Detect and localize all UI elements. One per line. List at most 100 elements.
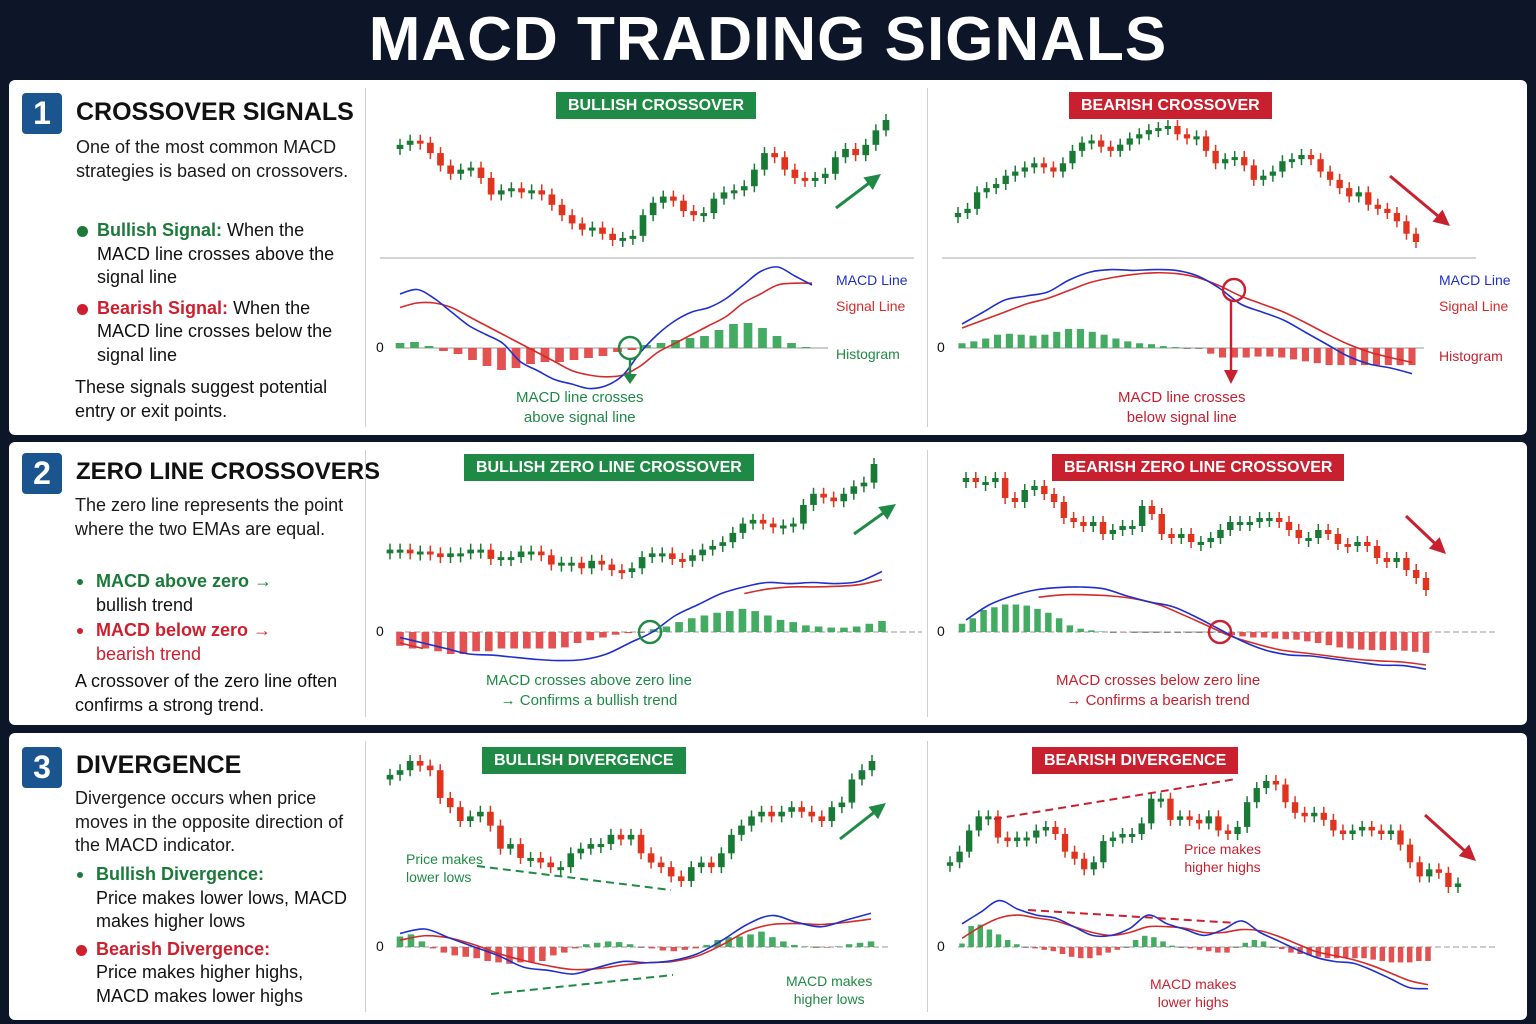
histogram-bars [396, 608, 886, 654]
green-dot-icon [77, 872, 83, 878]
chart-bullish-crossover: BULLISH CROSSOVER 0 MACD Line Signal Line Hi… [366, 80, 927, 435]
candlesticks [946, 775, 1462, 893]
signal-line [1038, 593, 1427, 666]
bullet-label: Bullish Divergence: [96, 864, 265, 884]
chart-caption: MACD crosses above zero line → Confirms a… [486, 671, 692, 710]
zero-axis-label: 0 [376, 623, 384, 639]
macd-note: MACD makes lower highs [1150, 976, 1236, 1011]
caption-line: MACD crosses above zero line [486, 672, 692, 689]
chart-title-badge: BEARISH CROSSOVER [1069, 92, 1272, 119]
note-line: lower highs [1157, 993, 1229, 1010]
histogram-bars [396, 931, 875, 964]
signal-line [399, 282, 813, 378]
macd-line [965, 586, 1427, 670]
chart-caption: MACD line crosses above signal line [516, 388, 644, 427]
bearish-bullet: Bearish Signal: When the MACD line cross… [76, 297, 361, 368]
trend-down-arrow-icon [1389, 174, 1444, 221]
page-title: MACD TRADING SIGNALS [368, 5, 1168, 74]
histogram-bars [959, 924, 1431, 963]
chart-title-badge: BULLISH ZERO LINE CROSSOVER [464, 454, 754, 481]
section-text: 1 CROSSOVER SIGNALS One of the most comm… [9, 80, 365, 435]
signal-line [744, 578, 883, 595]
macd-line [961, 268, 1413, 375]
zero-axis-label: 0 [937, 339, 945, 355]
divider [365, 88, 366, 427]
caption-line: MACD line crosses [1118, 389, 1246, 406]
section-description: One of the most common MACD strategies i… [76, 137, 349, 181]
chart-svg [386, 755, 890, 995]
chart-svg [942, 120, 1476, 384]
chart-svg [380, 114, 914, 390]
legend-macd-line: MACD Line [836, 272, 908, 288]
bullet-text: bearish trend [96, 643, 202, 664]
zero-cross-marker-icon [637, 619, 663, 645]
caption-line: MACD line crosses [516, 389, 644, 406]
bearish-bullet: Bearish Divergence: Price makes higher h… [75, 938, 360, 1009]
note-line: lower lows [406, 868, 472, 885]
histogram-bars [958, 329, 1416, 366]
caption-line: → Confirms a bullish trend [500, 691, 678, 709]
divider [927, 450, 928, 717]
section-footer: A crossover of the zero line often confi… [75, 671, 338, 715]
signal-line [961, 914, 1429, 986]
section-description: Divergence occurs when price moves in th… [75, 788, 344, 855]
section-number-badge: 1 [22, 93, 62, 134]
bullish-bullet: Bullish Divergence: Price makes lower lo… [75, 863, 360, 934]
legend-signal-line: Signal Line [836, 298, 906, 314]
note-line: higher highs [1184, 858, 1261, 875]
trend-down-arrow-icon [1404, 514, 1440, 549]
chart-svg [946, 775, 1496, 990]
green-dot-icon [77, 226, 88, 237]
chart-title-badge: BULLISH CROSSOVER [556, 92, 757, 119]
section-footer: These signals suggest potential entry or… [75, 377, 328, 421]
note-line: Price makes [406, 851, 484, 867]
caption-line: → Confirms a bearish trend [1066, 691, 1250, 709]
macd-line [399, 266, 813, 390]
divider [365, 741, 366, 1012]
trend-up-arrow-icon [839, 807, 880, 841]
caption-line: above signal line [523, 408, 636, 426]
legend-histogram: Histogram [836, 346, 900, 362]
trend-up-arrow-icon [853, 508, 889, 536]
macd-line [399, 912, 872, 975]
zero-axis-label: 0 [937, 938, 945, 954]
candlesticks [386, 458, 878, 580]
candlesticks [954, 120, 1420, 248]
bullet-label: MACD below zero → [96, 620, 272, 640]
zero-axis-label: 0 [376, 938, 384, 954]
signal-line [961, 271, 1413, 364]
bullet-text: bullish trend [96, 594, 194, 615]
chart-caption: MACD line crosses below signal line [1118, 388, 1246, 427]
chart-bearish-zero-line-crossover: BEARISH ZERO LINE CROSSOVER 0 MACD crosses… [928, 442, 1527, 725]
bullet-text: When the MACD line crosses above the sig… [97, 220, 335, 287]
candlesticks [396, 114, 890, 247]
bullet-text: Price makes higher highs, MACD makes low… [96, 962, 304, 1006]
macd-note: MACD makes higher lows [786, 973, 872, 1008]
zero-axis-label: 0 [376, 339, 384, 355]
chart-title-badge: BEARISH DIVERGENCE [1032, 747, 1239, 774]
section-description: The zero line represents the point where… [75, 495, 344, 539]
bullet-text: Price makes lower lows, MACD makes highe… [96, 887, 348, 932]
red-dot-icon [76, 944, 87, 956]
section-title: DIVERGENCE [76, 751, 242, 779]
green-dot-icon [77, 579, 83, 585]
price-note: Price makes higher highs [1184, 841, 1261, 876]
section-crossover-signals: 1 CROSSOVER SIGNALS One of the most comm… [9, 80, 1527, 435]
divider [927, 88, 928, 427]
histogram-bars [958, 604, 1430, 653]
bearish-bullet: MACD below zero → bearish trend [75, 619, 360, 666]
section-text: 2 ZERO LINE CROSSOVERS The zero line rep… [9, 442, 380, 725]
note-line: Price makes [1184, 841, 1262, 857]
chart-title-badge: BULLISH DIVERGENCE [482, 747, 686, 774]
chart-bearish-divergence: BEARISH DIVERGENCE 0 Price makes higher hig… [928, 733, 1527, 1020]
chart-bullish-zero-line-crossover: BULLISH ZERO LINE CROSSOVER 0 MACD crosses… [366, 442, 927, 725]
macd-higher-lows-trendline [490, 974, 674, 995]
chart-svg [386, 458, 922, 662]
price-lower-lows-trendline [476, 865, 672, 891]
caption-line: MACD crosses below zero line [1056, 672, 1261, 689]
price-higher-highs-trendline [993, 778, 1237, 820]
chart-svg [958, 472, 1496, 670]
legend-signal-line: Signal Line [1439, 298, 1509, 314]
section-title: CROSSOVER SIGNALS [76, 98, 354, 126]
trend-up-arrow-icon [835, 178, 874, 210]
